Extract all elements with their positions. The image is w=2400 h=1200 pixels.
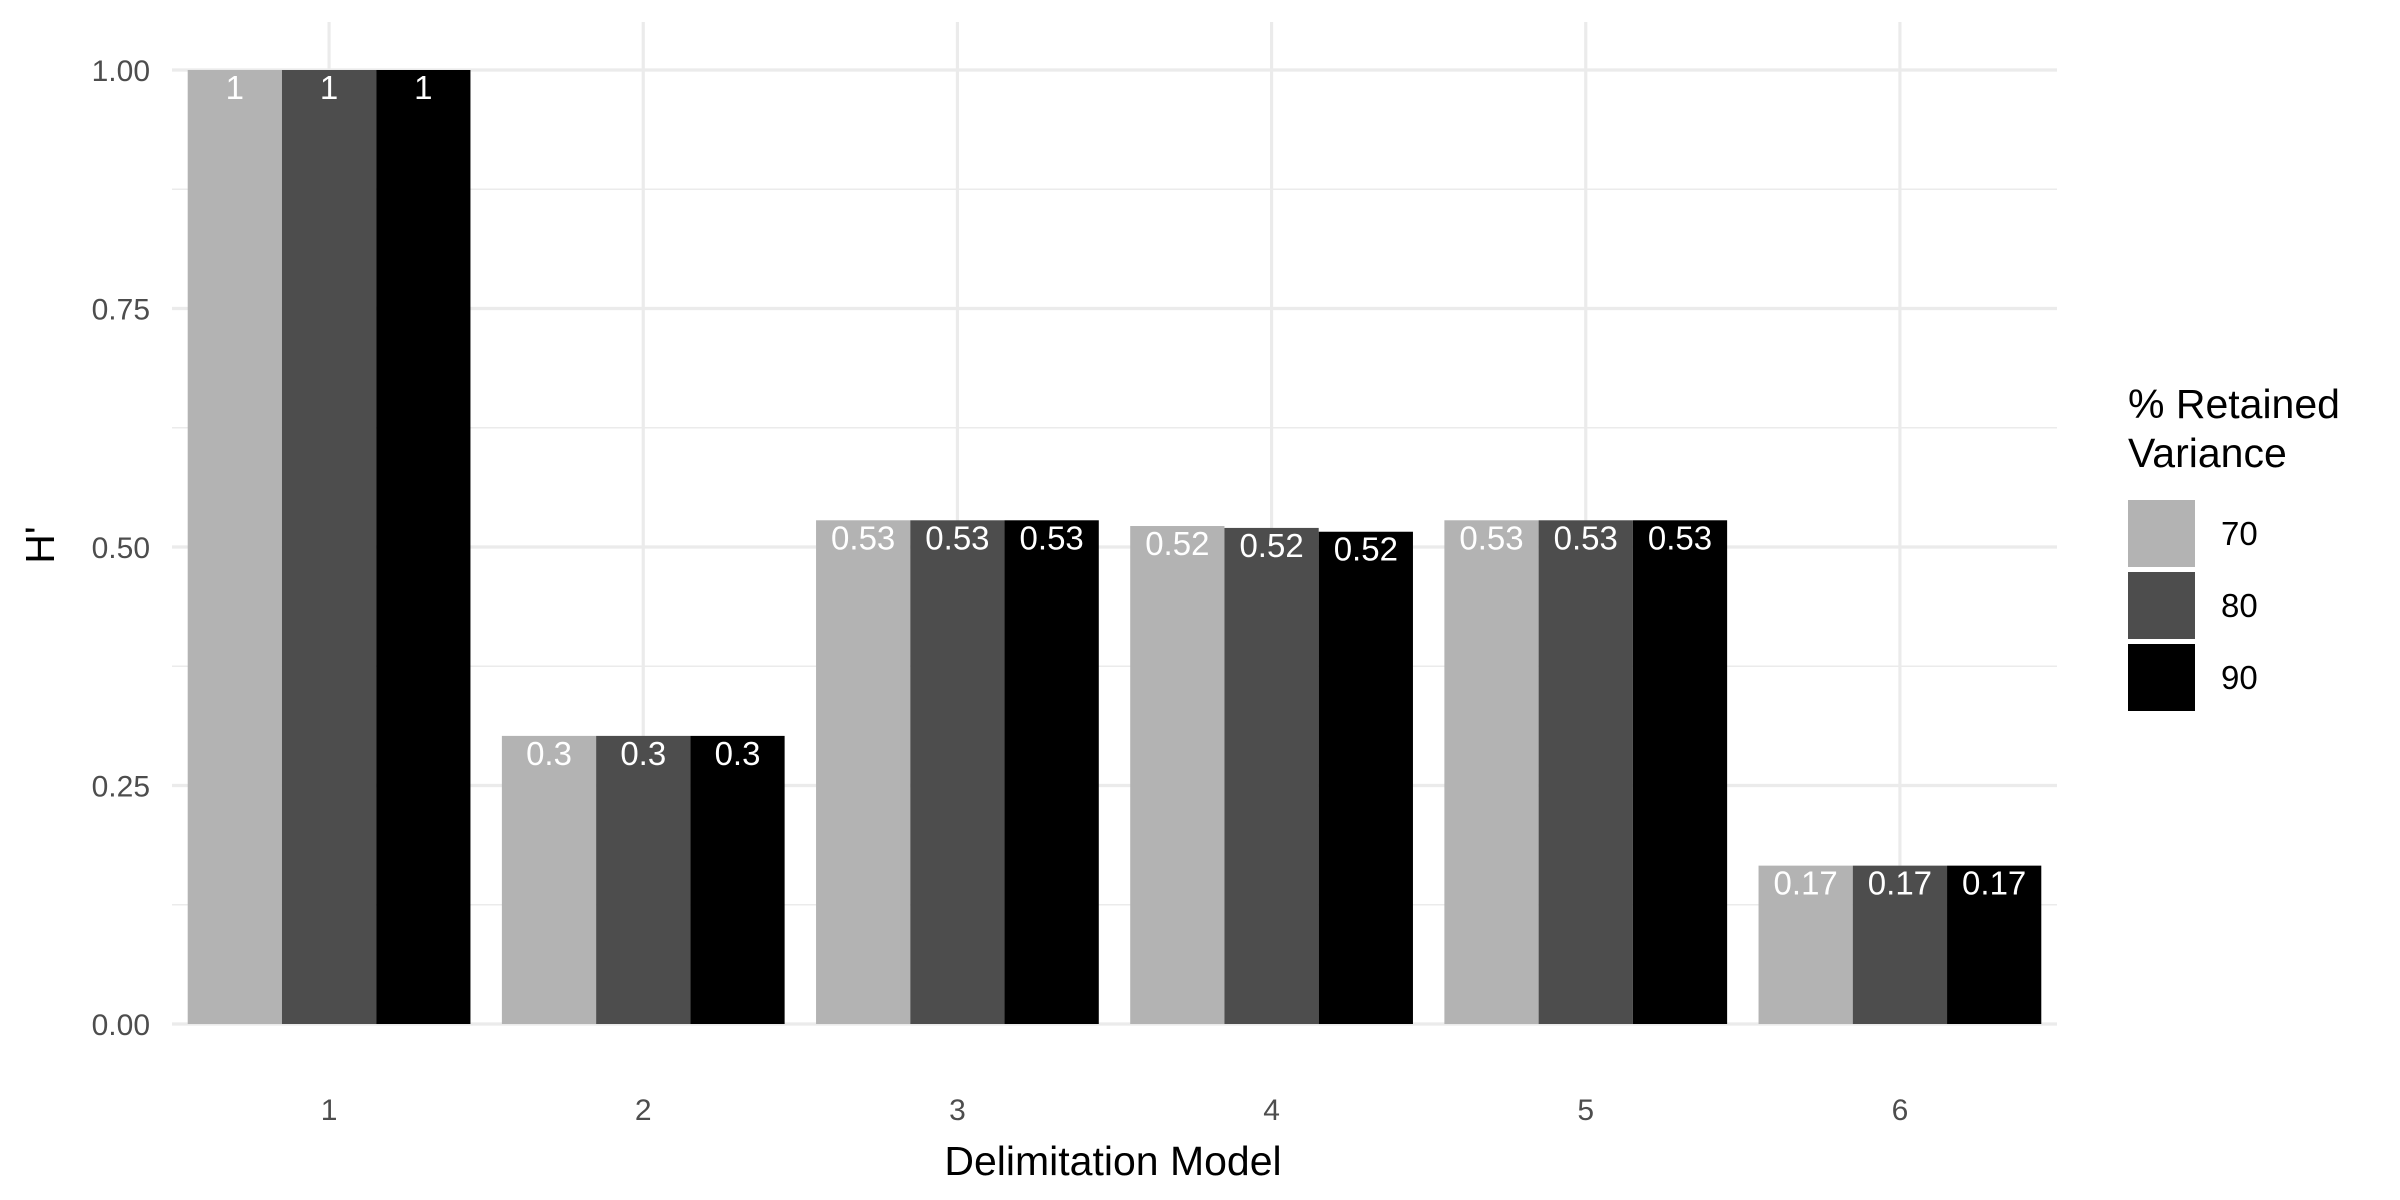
legend-key-90 [2128,644,2195,711]
y-axis-title: H' [17,526,63,563]
bars [187,70,2042,1024]
bar-model-4-variance-80 [1224,527,1319,1024]
bar-value-label: 0.53 [1648,519,1712,556]
bar-model-6-variance-80 [1852,865,1948,1024]
bar-value-label: 0.17 [1868,865,1932,902]
legend-key-70 [2128,500,2195,567]
bar-value-label: 0.53 [925,519,989,556]
bar-value-label: 0.3 [526,735,572,772]
bar-value-label: 0.53 [1459,519,1523,556]
y-tick-label: 0.75 [92,294,150,327]
bar-model-2-variance-80 [596,735,691,1024]
bar-value-label: 0.52 [1334,531,1398,568]
bar-model-6-variance-70 [1758,865,1853,1024]
x-axis-title: Delimitation Model [944,1138,1281,1184]
x-tick-label: 2 [635,1094,652,1127]
legend-label-70: 70 [2221,515,2258,552]
bar-model-3-variance-90 [1004,520,1099,1024]
bar-model-5-variance-70 [1444,520,1539,1024]
x-tick-label: 1 [321,1094,338,1127]
x-tick-label: 3 [949,1094,966,1127]
legend-title-line-1: % Retained [2128,381,2340,427]
bar-value-label: 0.53 [1554,519,1618,556]
x-tick-label: 4 [1263,1094,1280,1127]
x-axis-ticks: 1 2 3 4 5 6 [321,1094,1909,1127]
y-axis-ticks: 0.00 0.25 0.50 0.75 1.00 [92,55,150,1042]
bar-model-1-variance-80 [281,70,377,1024]
bar-value-label: 0.52 [1145,525,1209,562]
bar-value-label: 0.3 [715,735,761,772]
bar-value-label: 0.53 [831,519,895,556]
y-tick-label: 0.25 [92,771,150,804]
bar-model-3-variance-70 [816,520,911,1024]
legend-title-line-2: Variance [2128,430,2287,476]
bar-value-label: 0.17 [1962,865,2026,902]
bar-value-labels: 1 1 1 0.3 0.3 0.3 0.53 0.53 0.53 0.52 0.52 0.52 0.53… [226,69,2027,902]
bar-model-1-variance-70 [187,70,282,1024]
bar-model-6-variance-90 [1947,865,2042,1024]
legend-items: 70 80 90 [2128,500,2258,711]
y-tick-label: 0.50 [92,532,150,565]
x-tick-label: 5 [1577,1094,1594,1127]
y-tick-label: 1.00 [92,55,150,88]
bar-model-5-variance-90 [1632,520,1728,1024]
y-tick-label: 0.00 [92,1009,150,1042]
bar-model-2-variance-70 [501,735,597,1024]
bar-value-label: 1 [414,69,432,106]
bar-model-2-variance-90 [690,735,785,1024]
legend: % Retained Variance 70 80 90 [2128,381,2340,711]
bar-value-label: 0.53 [1020,519,1084,556]
bar-value-label: 0.17 [1774,865,1838,902]
x-tick-label: 6 [1892,1094,1909,1127]
bar-value-label: 1 [320,69,338,106]
bar-model-1-variance-90 [376,70,471,1024]
bar-model-5-variance-80 [1538,520,1633,1024]
legend-label-80: 80 [2221,587,2258,624]
bar-model-4-variance-70 [1130,526,1225,1024]
bar-value-label: 1 [226,69,244,106]
bar-value-label: 0.3 [620,735,666,772]
bar-model-4-variance-90 [1318,531,1413,1024]
bar-value-label: 0.52 [1239,527,1303,564]
bar-model-3-variance-80 [910,520,1005,1024]
legend-label-90: 90 [2221,659,2258,696]
legend-key-80 [2128,572,2195,639]
